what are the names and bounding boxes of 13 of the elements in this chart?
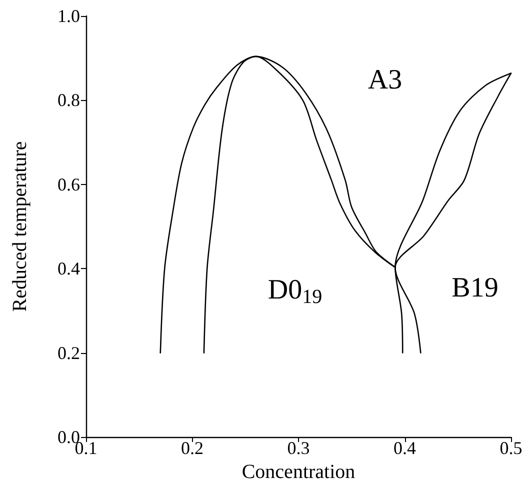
- y-tick-label: 0.2: [58, 342, 80, 363]
- x-tick-label: 0.4: [394, 438, 416, 458]
- y-tick-label: 0.8: [58, 90, 80, 110]
- x-axis-title: Concentration: [242, 460, 356, 483]
- x-tick-label: 0.3: [287, 438, 310, 458]
- x-tick-label: 0.2: [181, 438, 204, 458]
- x-tick-label: 0.5: [500, 438, 522, 458]
- y-tick-label: 1.0: [58, 6, 80, 26]
- y-tick-label: 0.6: [58, 174, 80, 194]
- annotation: B19: [452, 272, 498, 304]
- y-tick-label: 0.4: [58, 258, 80, 279]
- y-axis-title: Reduced temperature: [9, 141, 31, 312]
- annotation: A3: [368, 64, 402, 96]
